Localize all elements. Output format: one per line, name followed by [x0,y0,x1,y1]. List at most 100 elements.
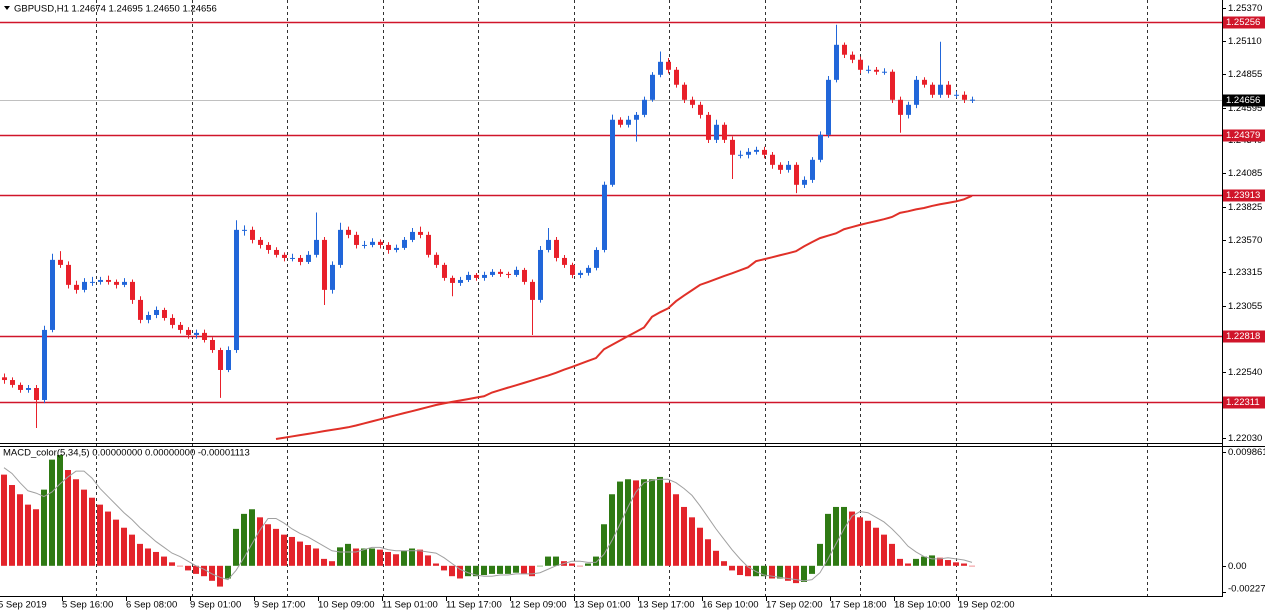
x-tick-label: 6 Sep 08:00 [126,600,177,611]
candle-body [226,350,231,370]
candle-body [90,281,95,283]
candle-body [290,257,295,259]
candle-body [762,149,767,155]
macd-bar [777,565,783,579]
macd-bar [345,543,351,566]
macd-bar [89,497,95,566]
candle-body [218,350,223,370]
candle-body [858,59,863,70]
menu-triangle[interactable] [4,6,10,10]
candle-body [906,104,911,115]
candle-body [914,79,919,105]
candle-body [818,134,823,160]
macd-bar [305,545,311,566]
plot-layer: 1.253701.251101.248551.245951.243401.240… [0,3,1265,611]
x-tick-label: 18 Sep 10:00 [894,600,951,611]
candle-body [434,254,439,265]
macd-bar [969,565,975,567]
macd-bar [497,565,503,574]
candle-body [402,239,407,248]
candle-body [114,281,119,285]
candle-body [282,254,287,258]
macd-bar [17,494,23,566]
macd-bar [833,506,839,566]
last-price-box [1223,94,1265,107]
candle-body [754,149,759,152]
macd-bar [241,513,247,566]
macd-bar [41,489,47,566]
level-label-box [1223,330,1265,343]
y-tick-label: 1.23825 [1228,202,1262,213]
candle-body [362,244,367,246]
candle-body [122,281,127,285]
candle-body [890,71,895,100]
candle-body [298,257,303,262]
macd-bar [369,548,375,566]
macd-bar [849,511,855,566]
macd-bar [913,558,919,566]
candle-body [162,309,167,318]
macd-bar [57,455,63,566]
candle-body [706,114,711,140]
macd-bar [161,556,167,566]
x-tick-label: 9 Sep 01:00 [190,600,241,611]
candle-body [258,239,263,245]
macd-bar [193,565,199,574]
candle-body [898,99,903,115]
candle-body [346,229,351,235]
macd-bar [353,548,359,566]
candle-body [834,44,839,80]
candle-body [690,99,695,105]
candle-body [882,71,887,73]
candle-body [42,329,47,400]
macd-bar [313,548,319,566]
candle-body [562,257,567,265]
candle-body [466,274,471,280]
x-tick-label: 13 Sep 01:00 [574,600,631,611]
level-label: 1.25256 [1226,17,1260,28]
candle-body [666,61,671,70]
candle-body [2,377,7,381]
macd-bar [329,561,335,566]
candle-body [874,69,879,72]
candle-body [330,264,335,290]
macd-bar [505,565,511,574]
macd-bar [265,524,271,566]
macd-bar [321,558,327,566]
candle-body [554,239,559,258]
candle-body [482,274,487,278]
level-label: 1.23913 [1226,190,1260,201]
candle-body [538,249,543,300]
candle-body [498,271,503,274]
macd-bar [377,549,383,566]
macd-bar [665,482,671,566]
macd-bar [537,565,543,567]
macd-bar [705,539,711,566]
candle-body [810,159,815,180]
macd-bar [569,563,575,566]
last-price-label: 1.24656 [1226,95,1260,106]
candle-body [322,239,327,290]
candle-body [186,329,191,335]
macd-bar [201,565,207,577]
candle-body [922,79,927,85]
candle-body [658,61,663,75]
macd-bar [81,489,87,566]
candle-body [386,244,391,250]
candle-body [850,54,855,60]
macd-bar [145,548,151,566]
macd-bar [657,476,663,566]
macd-bar [873,527,879,566]
macd-bar [785,565,791,581]
candle-body [458,279,463,283]
candle-body [514,269,519,275]
macd-bar [65,470,71,566]
macd-bar [689,517,695,566]
level-label-box [1223,189,1265,202]
macd-bar [745,565,751,577]
candle-body [698,104,703,115]
candle-body [642,99,647,115]
y-tick-label: 1.23055 [1228,301,1262,312]
y-tick-label: 1.23315 [1228,267,1262,278]
